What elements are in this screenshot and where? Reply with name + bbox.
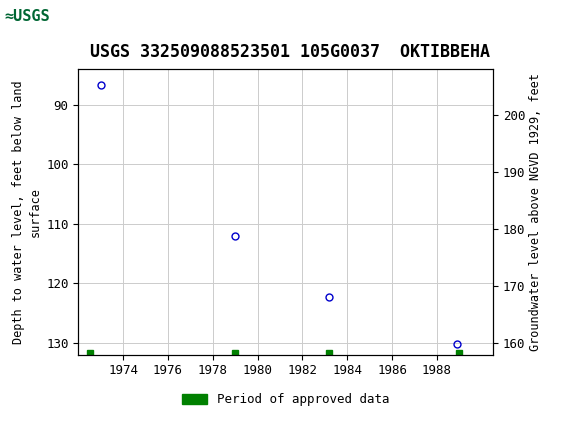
Text: USGS 332509088523501 105G0037  OKTIBBEHA: USGS 332509088523501 105G0037 OKTIBBEHA [90, 43, 490, 61]
Y-axis label: Groundwater level above NGVD 1929, feet: Groundwater level above NGVD 1929, feet [530, 73, 542, 351]
Text: ≈USGS: ≈USGS [5, 9, 50, 25]
Y-axis label: Depth to water level, feet below land
surface: Depth to water level, feet below land su… [12, 80, 42, 344]
FancyBboxPatch shape [2, 3, 69, 33]
Legend: Period of approved data: Period of approved data [177, 388, 394, 412]
